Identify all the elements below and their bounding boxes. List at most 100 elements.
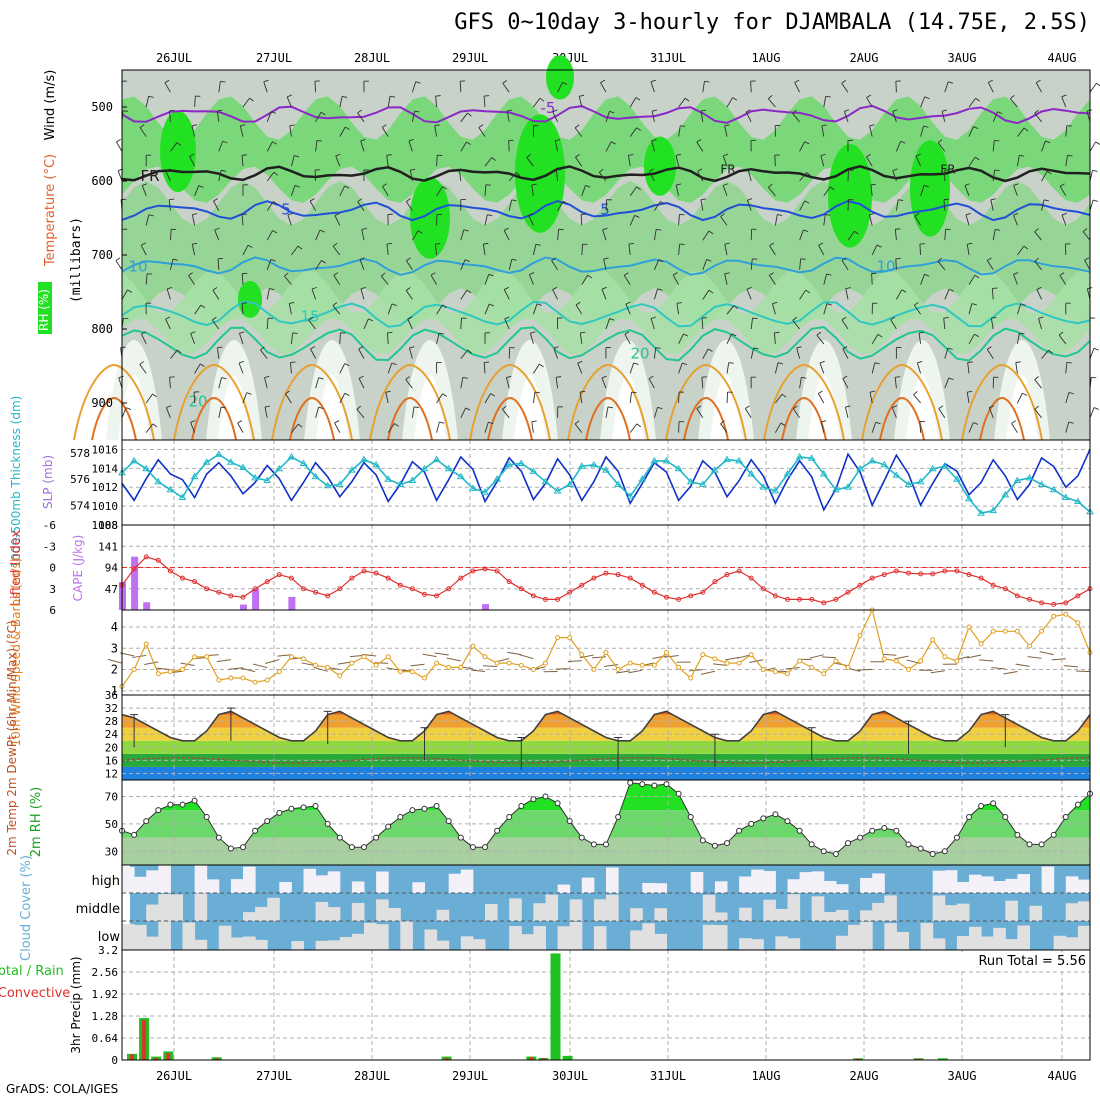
wind-barb <box>726 362 730 374</box>
wind-barb <box>653 259 660 270</box>
wind-barb <box>272 141 278 145</box>
cloud-cell <box>472 939 486 950</box>
wind-barb <box>966 392 970 404</box>
lifted-index-marker <box>1063 600 1069 606</box>
cloud-cell <box>787 879 801 893</box>
wind-barb <box>1041 140 1046 152</box>
thickness-tick-label: 578 <box>70 447 90 460</box>
wind-barb <box>263 81 268 93</box>
wind-barb <box>502 83 510 93</box>
wind-barb <box>217 347 220 359</box>
wind-barb <box>534 391 540 394</box>
wind-barb <box>349 654 365 658</box>
wind-speed-marker <box>373 662 379 668</box>
wind-barb <box>944 81 949 93</box>
rh-marker <box>820 848 827 855</box>
wind-barb <box>816 331 822 336</box>
cloud-cell <box>194 939 208 950</box>
li-tick-label: -6 <box>43 519 56 532</box>
wind-barb <box>1061 214 1067 226</box>
rh-marker <box>699 837 706 844</box>
wind-barb <box>678 214 680 226</box>
wind-barb <box>436 186 443 197</box>
wind-barb <box>152 423 158 428</box>
cloud-cell <box>376 924 389 950</box>
temp-tick-label: 16 <box>105 754 118 767</box>
wind-barb <box>1065 155 1068 167</box>
wind-barb <box>339 185 346 197</box>
wind-barb <box>408 347 413 359</box>
wind-barb <box>361 227 367 230</box>
thickness-marker <box>759 483 768 490</box>
wind-barb <box>434 124 440 127</box>
wind-barb <box>264 405 271 408</box>
wind-barb <box>968 422 974 433</box>
lifted-index-marker <box>1051 601 1057 607</box>
wind-speed-marker <box>361 654 367 660</box>
wind-barb <box>309 200 316 211</box>
wind-barb <box>941 109 948 112</box>
wind-barb <box>508 140 510 152</box>
temperature-contour-label: 5 <box>600 200 610 218</box>
wind-barb <box>505 377 510 389</box>
wind-barb <box>191 244 196 256</box>
wind-barb <box>145 423 154 433</box>
wind-barb <box>697 171 704 182</box>
wind-speed-marker <box>978 641 984 647</box>
wind-barb <box>436 393 443 404</box>
wind-barb <box>460 317 462 330</box>
wind-barb <box>165 168 171 172</box>
wind-barb <box>919 421 922 433</box>
wind-barb <box>1082 231 1091 241</box>
wind-barb <box>702 290 710 300</box>
cloud-cell <box>122 866 135 893</box>
wind-barb <box>937 139 943 144</box>
wind-barb <box>189 153 195 157</box>
wind-barb <box>190 331 196 334</box>
dry-core-patch <box>414 375 446 440</box>
cloud-cell <box>557 926 571 950</box>
wind-barb <box>1067 154 1073 157</box>
wind-barb <box>664 654 679 658</box>
wind-barb <box>601 375 607 379</box>
wind-barb <box>609 110 615 114</box>
precip-tick-label: 1.28 <box>92 1010 119 1023</box>
wind-barb <box>1020 303 1026 306</box>
wind-barb <box>651 139 657 142</box>
cloud-cell <box>146 870 159 893</box>
thickness-marker <box>783 470 792 477</box>
wind-barb <box>216 659 231 663</box>
wind-barb <box>826 303 832 306</box>
wind-barb <box>990 318 994 330</box>
wind-barb <box>894 655 909 660</box>
temperature-contour <box>121 300 1091 328</box>
wind-speed-marker <box>1075 620 1081 626</box>
wind-barb <box>460 377 464 389</box>
wind-barb <box>894 377 897 389</box>
wind-barb <box>536 303 542 306</box>
cloud-low-label: low <box>98 930 121 945</box>
wind-barb <box>775 422 782 433</box>
lifted-index-marker <box>942 568 948 574</box>
wind-barb <box>700 670 716 675</box>
wind-barb <box>871 422 877 433</box>
wind-barb <box>528 212 534 216</box>
wind-barb <box>417 230 423 234</box>
wind-barb <box>676 303 680 315</box>
cloud-cell <box>823 912 837 921</box>
wind-speed-marker <box>906 667 911 672</box>
wind-barb <box>385 390 391 393</box>
wind-barb <box>132 654 147 659</box>
wind-speed-marker <box>700 652 706 658</box>
cloud-cell <box>896 931 909 950</box>
wind-barb <box>141 185 147 196</box>
wind-barb <box>979 659 994 662</box>
wind-barb <box>948 377 954 381</box>
li-tick-label: 3 <box>49 583 56 596</box>
wind-barb <box>506 110 510 122</box>
wind-barb <box>913 391 918 395</box>
wind-barb <box>587 274 593 279</box>
wind-barb <box>291 245 299 256</box>
rh-marker <box>748 820 755 827</box>
temperature-contour <box>763 363 845 441</box>
